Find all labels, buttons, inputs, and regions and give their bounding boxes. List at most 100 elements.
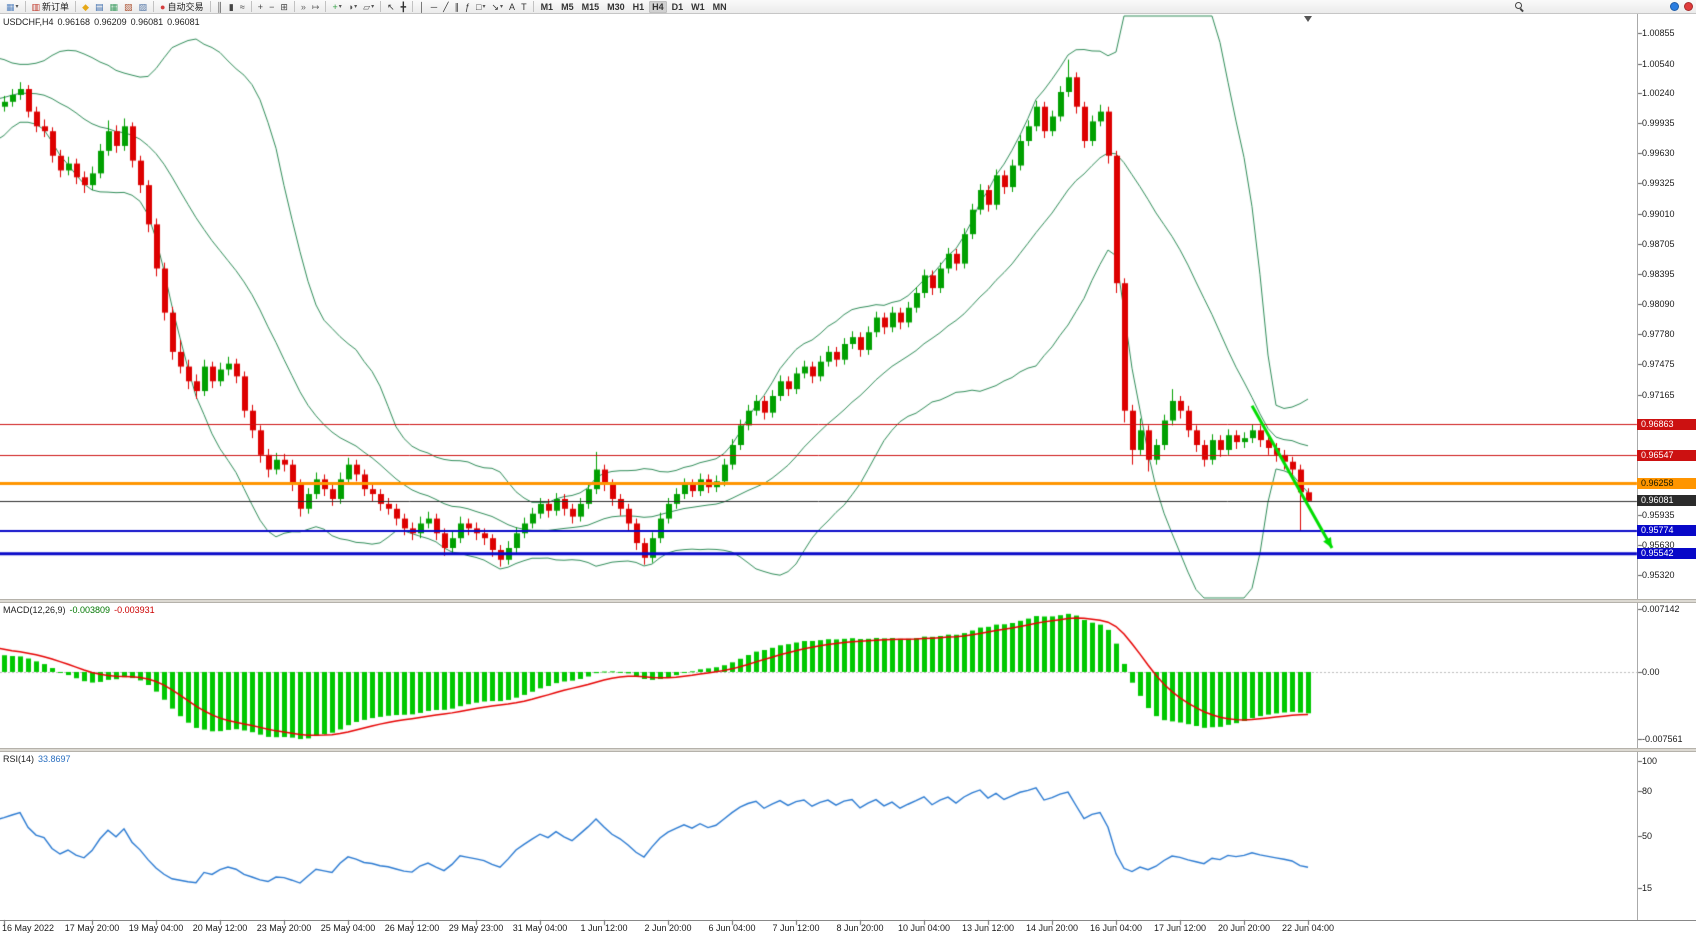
time-tick-label: 20 Jun 20:00: [1217, 923, 1271, 933]
toolbar-separator: [293, 1, 295, 12]
price-tick-label: 0.99630: [1642, 147, 1675, 158]
timeframe-D1[interactable]: D1: [671, 1, 684, 12]
price-tick-label: 1.00240: [1642, 87, 1675, 98]
indicators-icon: +: [332, 1, 338, 12]
horizontal-line-icon[interactable]: ─: [429, 1, 439, 13]
new-order-button[interactable]: ▥ 新订单: [30, 1, 72, 13]
data-window-icon[interactable]: ▦: [108, 1, 121, 13]
timeframe-M5[interactable]: M5: [561, 1, 574, 12]
price-tick-label: 0.95630: [1642, 540, 1675, 551]
low-value: 0.96081: [130, 17, 164, 27]
line-chart-icon: ≈: [239, 1, 245, 12]
timeframe-H1[interactable]: H1: [632, 1, 645, 12]
dropdown-caret-icon: ▾: [15, 4, 19, 10]
shapes-icon[interactable]: □ ▾: [474, 1, 487, 13]
price-axis[interactable]: 1.00855 1.00540 1.00240 0.99935 0.99630 0.993…: [1637, 14, 1696, 920]
dropdown-caret-icon: ▾: [500, 4, 504, 10]
news-badge-icon[interactable]: [1684, 2, 1693, 11]
timeframe-M30[interactable]: M30: [607, 1, 625, 12]
macd-panel[interactable]: [0, 603, 1637, 748]
line-chart-icon[interactable]: ≈: [238, 1, 247, 13]
panel-splitter-macd[interactable]: [0, 599, 1696, 603]
new-chart-icon: ▦: [6, 1, 15, 12]
timeframe-W1[interactable]: W1: [691, 1, 705, 12]
dropdown-caret-icon: ▾: [482, 4, 486, 10]
macd-label: MACD(12,26,9) -0.003809 -0.003931: [3, 605, 159, 615]
trendline-icon[interactable]: ╱: [441, 1, 450, 13]
periods-icon[interactable]: ◑ ▾: [346, 1, 359, 13]
bar-chart-icon[interactable]: ║: [215, 1, 225, 13]
chart-shift-icon[interactable]: ↦: [310, 1, 322, 13]
toolbar-separator: [75, 1, 77, 12]
channel-icon[interactable]: ∥: [453, 1, 462, 13]
tile-windows-icon[interactable]: ⊞: [278, 1, 290, 13]
rsi-tick-label: 15: [1642, 882, 1653, 893]
timeframe-MN[interactable]: MN: [712, 1, 727, 12]
market-watch-icon: ▤: [94, 1, 104, 12]
price-tick-label: 0.95935: [1642, 510, 1675, 521]
terminal-icon[interactable]: ▨: [137, 1, 150, 13]
search-icon[interactable]: [1514, 1, 1525, 12]
crosshair-icon[interactable]: ╋: [399, 1, 408, 13]
rsi-panel[interactable]: [0, 752, 1637, 919]
time-tick-label: 26 May 12:00: [384, 923, 440, 933]
market-watch-icon[interactable]: ▤: [93, 1, 106, 13]
cursor-icon: ↖: [387, 1, 395, 12]
zoom-out-icon: −: [269, 1, 275, 12]
indicators-icon[interactable]: + ▾: [330, 1, 343, 13]
timeframe-M1[interactable]: M1: [540, 1, 554, 12]
time-tick-label: 2 Jun 20:00: [644, 923, 692, 933]
price-tick-label: 0.97165: [1642, 389, 1675, 400]
rsi-name: RSI(14): [3, 754, 35, 764]
timeframe-H4[interactable]: H4: [649, 0, 667, 13]
time-tick-label: 31 May 04:00: [512, 923, 568, 933]
text-label-icon[interactable]: T: [519, 1, 529, 13]
zoom-out-icon[interactable]: −: [267, 1, 276, 13]
community-badge-icon[interactable]: [1670, 2, 1679, 11]
text-icon: A: [509, 1, 516, 12]
panel-splitter-rsi[interactable]: [0, 748, 1696, 752]
templates-icon[interactable]: ▱ ▾: [361, 1, 376, 13]
time-tick-label: 29 May 23:00: [448, 923, 504, 933]
new-order-icon: ▥: [31, 1, 41, 12]
shapes-icon: □: [476, 1, 482, 12]
fibonacci-icon[interactable]: ƒ: [463, 1, 472, 13]
time-axis[interactable]: 16 May 2022 17 May 20:00 19 May 04:00 20 Ma…: [0, 920, 1696, 934]
autotrading-button-label: 自动交易: [167, 2, 204, 12]
autotrading-button[interactable]: ● 自动交易: [158, 1, 205, 13]
candlestick-chart-icon[interactable]: ▮: [227, 1, 236, 13]
new-chart-button[interactable]: ▦ ▾: [4, 1, 21, 13]
price-tag-0.96258: 0.96258: [1637, 477, 1696, 489]
time-tick-label: 10 Jun 04:00: [897, 923, 951, 933]
price-tag-0.95542: 0.95542: [1637, 548, 1696, 560]
chart-shift-marker[interactable]: [1304, 16, 1312, 22]
timeframe-M15[interactable]: M15: [581, 1, 600, 12]
price-tick-label: 0.95320: [1642, 570, 1675, 581]
fibonacci-icon: ƒ: [465, 1, 471, 12]
metaeditor-icon[interactable]: ◆: [80, 1, 91, 13]
macd-name: MACD(12,26,9): [3, 605, 66, 615]
price-tick-label: 0.99935: [1642, 117, 1675, 128]
cursor-icon[interactable]: ↖: [385, 1, 397, 13]
price-tick-label: 1.00855: [1642, 27, 1675, 38]
time-tick-label: 6 Jun 04:00: [708, 923, 756, 933]
navigator-icon: ▧: [124, 1, 133, 12]
periods-icon: ◑: [347, 1, 354, 12]
auto-scroll-icon[interactable]: »: [299, 1, 308, 13]
main-chart-panel[interactable]: [0, 15, 1637, 599]
text-icon[interactable]: A: [507, 1, 517, 13]
toolbar-separator: [412, 1, 414, 12]
price-tick-label: 0.98705: [1642, 238, 1675, 249]
arrows-icon[interactable]: ↘ ▾: [489, 1, 505, 13]
price-tick-label: 0.98090: [1642, 298, 1675, 309]
navigator-icon[interactable]: ▧: [122, 1, 135, 13]
time-tick-label: 17 Jun 12:00: [1153, 923, 1207, 933]
time-tick-label: 13 Jun 12:00: [961, 923, 1015, 933]
open-value: 0.96168: [57, 17, 91, 27]
macd-tick-label: 0.007142: [1642, 603, 1680, 614]
vertical-line-icon[interactable]: │: [417, 1, 427, 13]
crosshair-icon: ╋: [400, 1, 407, 12]
zoom-in-icon[interactable]: +: [256, 1, 265, 13]
